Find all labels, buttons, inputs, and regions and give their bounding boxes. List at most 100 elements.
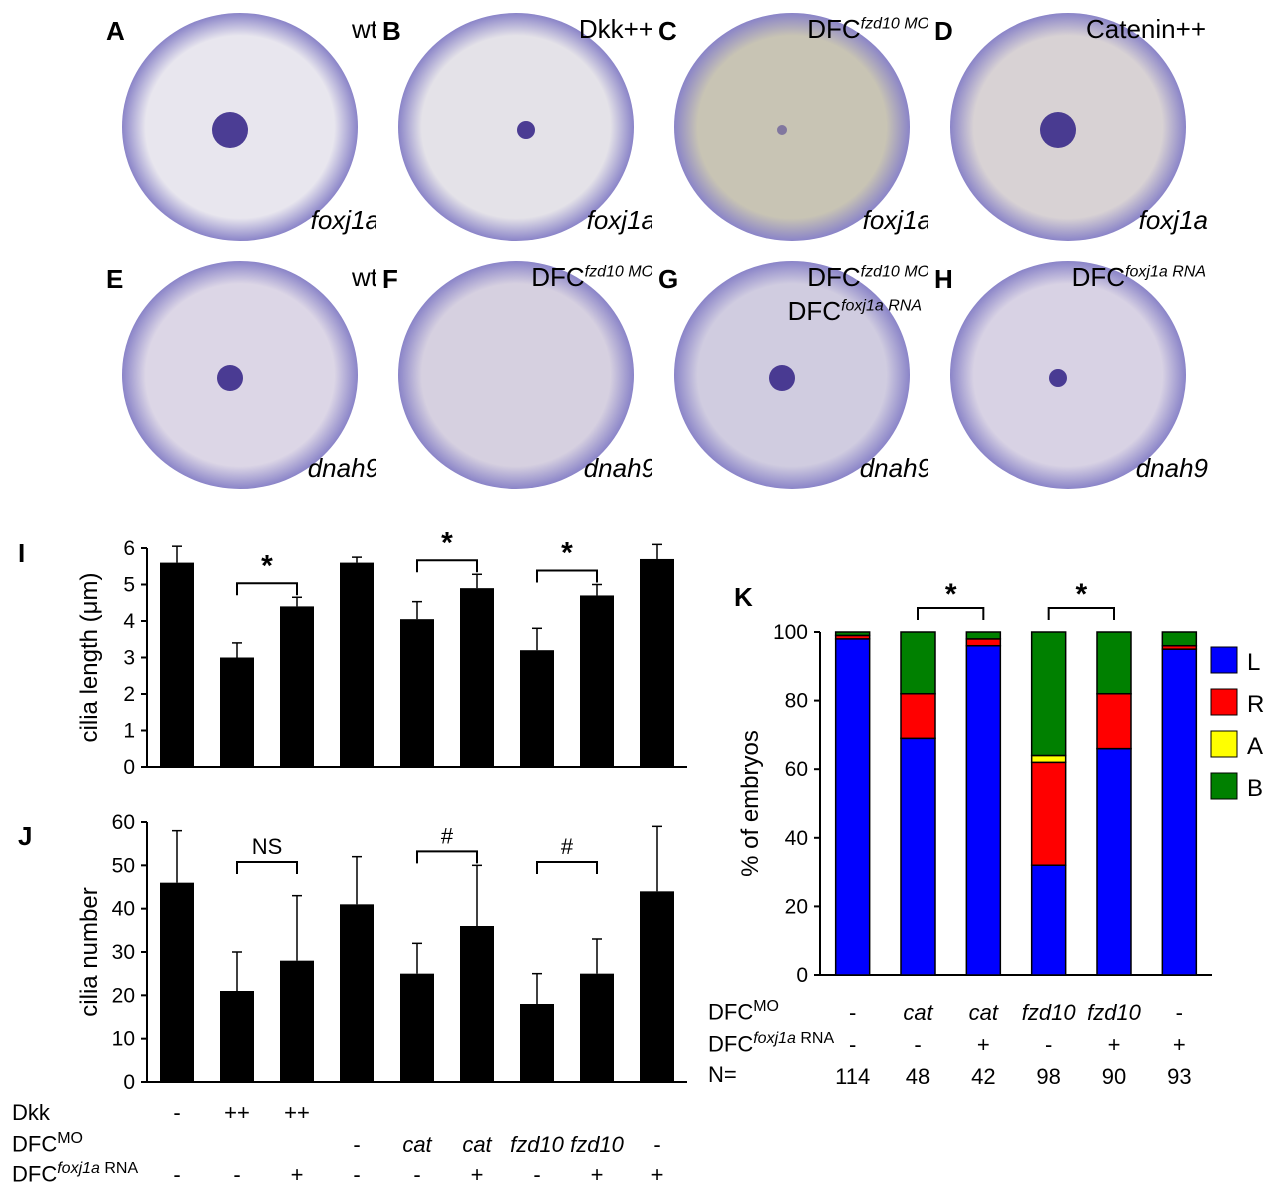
cell-mo: - bbox=[653, 1132, 661, 1157]
bar-segment-B bbox=[900, 631, 936, 695]
embryo-panel-b: B Dkk++ foxj1a bbox=[376, 2, 666, 247]
y-tick-label: 20 bbox=[785, 895, 808, 918]
significance-label: NS bbox=[252, 834, 283, 859]
bar bbox=[340, 562, 374, 767]
embryo-image-h bbox=[928, 250, 1218, 495]
row-label-dfc-rna-sup-gene: foxj1a bbox=[57, 1160, 100, 1177]
row-label-dfc-mo-sup: MO bbox=[57, 1130, 83, 1147]
significance-bracket bbox=[236, 582, 298, 596]
expression-spot bbox=[517, 121, 535, 139]
bar bbox=[160, 882, 194, 1082]
significance-bracket bbox=[416, 559, 478, 573]
panel-title: DFCfzd10 MO bbox=[807, 14, 930, 45]
bar-segment-R bbox=[1096, 692, 1132, 750]
chart-j: J 0 10 20 30 40 50 60 cilia number NS # # bbox=[18, 811, 687, 1094]
panel-title-2-text: DFC bbox=[787, 296, 842, 326]
row-label-dfc-mo: DFCMO bbox=[12, 1130, 83, 1157]
y-tick-label: 100 bbox=[773, 621, 808, 644]
y-tick-label: 0 bbox=[123, 1071, 135, 1094]
bar-segment-B bbox=[1096, 631, 1132, 695]
row-label-dfc-mo-k-sup: MO bbox=[753, 998, 779, 1015]
cell-rna: + bbox=[650, 1162, 664, 1187]
cell-rna-k: - bbox=[1044, 1032, 1053, 1057]
legend-swatch-A bbox=[1210, 730, 1238, 758]
embryo-panel-d: D Catenin++ foxj1a bbox=[928, 2, 1218, 247]
bar bbox=[520, 1004, 554, 1082]
bar bbox=[640, 558, 674, 767]
significance-label: * bbox=[261, 549, 273, 582]
bar-segment-A bbox=[1030, 754, 1067, 764]
row-label-dfc-rna-k-sup: foxj1a RNA bbox=[753, 1030, 834, 1047]
embryo-panel-c: C DFCfzd10 MO foxj1a bbox=[652, 2, 942, 247]
gene-label: foxj1a bbox=[586, 205, 656, 235]
embryo-panel-f: F DFCfzd10 MO dnah9 bbox=[376, 250, 666, 495]
bar-segment-L bbox=[834, 638, 871, 976]
bar bbox=[460, 926, 494, 1082]
gene-label: foxj1a bbox=[1138, 205, 1208, 235]
panel-title-sup: fzd10 MO bbox=[584, 263, 654, 281]
legend-label: L bbox=[1247, 649, 1260, 676]
y-tick-label: 60 bbox=[785, 758, 808, 781]
bar bbox=[220, 991, 254, 1082]
y-tick-label: 6 bbox=[123, 537, 135, 560]
embryo-image-g bbox=[652, 250, 942, 495]
panel-title-text: Dkk++ bbox=[578, 14, 654, 44]
bar-segment-R bbox=[900, 692, 936, 740]
panel-title: DFCfoxj1a RNA bbox=[1072, 262, 1206, 293]
cell-mo-k: cat bbox=[903, 1000, 933, 1025]
significance-bracket bbox=[917, 607, 985, 620]
y-tick-label: 0 bbox=[796, 964, 808, 987]
y-tick-label: 0 bbox=[123, 756, 135, 779]
expression-spot bbox=[1049, 369, 1067, 387]
expression-spot bbox=[777, 125, 787, 135]
cell-dkk: - bbox=[173, 1100, 181, 1125]
row-label-dfc-mo-k-text: DFC bbox=[708, 999, 754, 1025]
legend-swatch-L bbox=[1210, 646, 1238, 674]
gene-label: foxj1a bbox=[310, 205, 380, 235]
significance-label: # bbox=[561, 834, 574, 859]
embryo-panel-g: G DFCfzd10 MO DFCfoxj1a RNA dnah9 bbox=[652, 250, 942, 495]
panel-title-sup: foxj1a RNA bbox=[1125, 263, 1206, 281]
y-tick-label: 1 bbox=[123, 720, 135, 743]
cell-rna-k: - bbox=[914, 1032, 922, 1057]
row-label-dkk: Dkk bbox=[12, 1100, 50, 1126]
cell-rna: + bbox=[590, 1162, 604, 1187]
row-label-dfc-rna-k-sup-gene: foxj1a bbox=[753, 1030, 796, 1047]
row-label-dfc-rna-k-text: DFC bbox=[708, 1031, 754, 1057]
bar-segment-B bbox=[1161, 631, 1198, 647]
y-tick-label: 4 bbox=[123, 610, 135, 633]
chart-letter: K bbox=[734, 582, 753, 612]
chart-letter: J bbox=[18, 821, 32, 851]
cell-mo: cat bbox=[462, 1132, 492, 1157]
y-tick-label: 3 bbox=[123, 647, 135, 670]
cell-rna: - bbox=[413, 1162, 421, 1187]
panel-title-text: DFC bbox=[1071, 262, 1126, 292]
row-label-dfc-mo-k: DFCMO bbox=[708, 998, 779, 1025]
bar-segment-L bbox=[965, 644, 1002, 976]
embryo-image-b bbox=[376, 2, 666, 247]
significance-bracket bbox=[416, 850, 478, 864]
bar bbox=[400, 619, 434, 767]
panel-title-text: DFC bbox=[807, 262, 861, 292]
y-tick-label: 80 bbox=[785, 690, 808, 713]
cell-rna: - bbox=[533, 1162, 541, 1187]
y-tick-label: 5 bbox=[123, 574, 135, 597]
panel-title-sup: fzd10 MO bbox=[860, 15, 930, 33]
cell-rna-k: + bbox=[976, 1032, 990, 1057]
panel-title: Dkk++ bbox=[579, 14, 654, 45]
cell-n: 42 bbox=[971, 1064, 996, 1089]
bar-segment-B bbox=[1030, 631, 1067, 757]
expression-spot bbox=[212, 112, 248, 148]
row-label-dkk-text: Dkk bbox=[12, 1100, 50, 1125]
cell-dkk: ++ bbox=[284, 1100, 310, 1125]
gene-label: dnah9 bbox=[307, 453, 380, 483]
bar bbox=[280, 606, 314, 767]
cell-rna-k: + bbox=[1107, 1032, 1121, 1057]
gene-label: dnah9 bbox=[583, 453, 656, 483]
panel-title-sup: fzd10 MO bbox=[860, 263, 930, 281]
y-tick-label: 10 bbox=[112, 1028, 135, 1051]
expression-spot bbox=[769, 365, 795, 391]
cell-n: 114 bbox=[835, 1064, 871, 1089]
cell-dkk: ++ bbox=[224, 1100, 250, 1125]
